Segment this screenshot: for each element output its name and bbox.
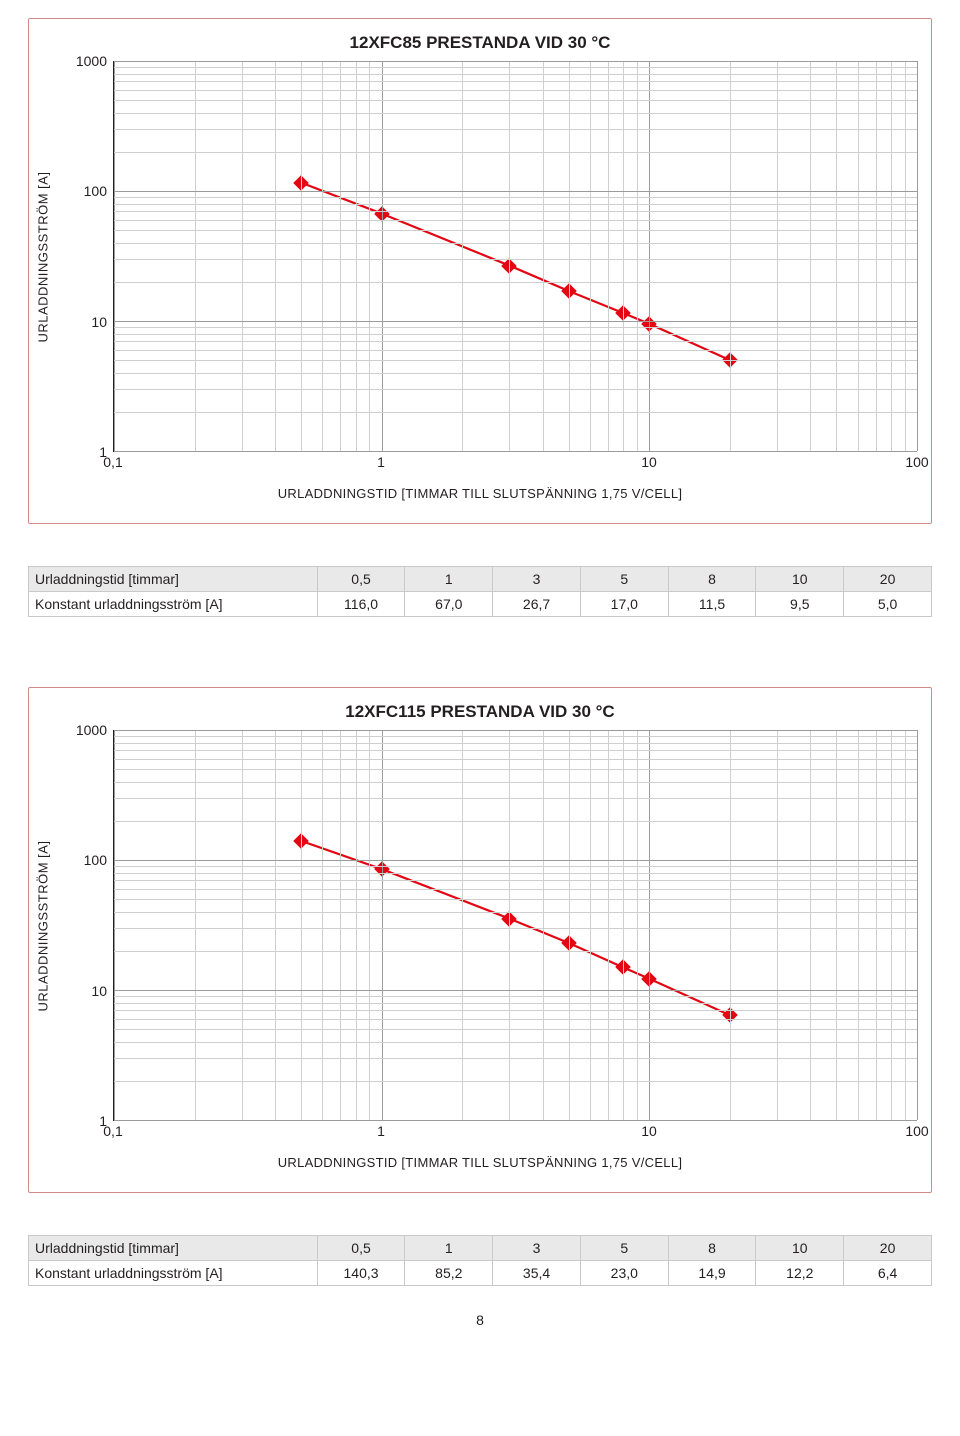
table-cell: 3 <box>493 567 581 592</box>
y-axis-ticks: 1000100101 <box>65 730 113 1121</box>
table-cell: 1 <box>405 567 493 592</box>
table-cell: 8 <box>668 567 756 592</box>
table-cell: 11,5 <box>668 592 756 617</box>
ylabel-col: URLADDNINGSSTRÖM [A] <box>43 730 65 1121</box>
x-axis-label: URLADDNINGSTID [TIMMAR TILL SLUTSPÄNNING… <box>43 1155 917 1170</box>
table-cell: 116,0 <box>317 592 405 617</box>
table-cell: 5,0 <box>844 592 932 617</box>
y-axis-label: URLADDNINGSSTRÖM [A] <box>36 171 51 342</box>
table-cell: 8 <box>668 1236 756 1261</box>
table-cell: 12,2 <box>756 1261 844 1286</box>
table-cell: 6,4 <box>844 1261 932 1286</box>
table-cell: 0,5 <box>317 1236 405 1261</box>
table-row-label: Urladdningstid [timmar] <box>29 1236 318 1261</box>
plot-row: URLADDNINGSSTRÖM [A] 1000100101 <box>43 730 917 1121</box>
chart-plot-area <box>113 61 917 452</box>
table-cell: 3 <box>493 1236 581 1261</box>
x-tick: 100 <box>905 1123 928 1139</box>
ylabel-col: URLADDNINGSSTRÖM [A] <box>43 61 65 452</box>
table-cell: 10 <box>756 567 844 592</box>
data-series <box>114 730 917 1120</box>
x-axis-label: URLADDNINGSTID [TIMMAR TILL SLUTSPÄNNING… <box>43 486 917 501</box>
table-cell: 10 <box>756 1236 844 1261</box>
x-tick: 10 <box>641 1123 657 1139</box>
plot-row: URLADDNINGSSTRÖM [A] 1000100101 <box>43 61 917 452</box>
table-cell: 1 <box>405 1236 493 1261</box>
chart-panel-2: 12XFC115 PRESTANDA VID 30 °C URLADDNINGS… <box>28 687 932 1193</box>
chart-plot-area <box>113 730 917 1121</box>
table-cell: 9,5 <box>756 592 844 617</box>
chart-title: 12XFC85 PRESTANDA VID 30 °C <box>43 33 917 53</box>
x-tick: 10 <box>641 454 657 470</box>
page: 12XFC85 PRESTANDA VID 30 °C URLADDNINGSS… <box>0 0 960 1368</box>
table-cell: 20 <box>844 1236 932 1261</box>
x-tick: 0,1 <box>103 1123 122 1139</box>
table-cell: 140,3 <box>317 1261 405 1286</box>
data-table-1: Urladdningstid [timmar] 0,5 1 3 5 8 10 2… <box>28 566 932 617</box>
table-cell: 23,0 <box>580 1261 668 1286</box>
data-table-2: Urladdningstid [timmar] 0,5 1 3 5 8 10 2… <box>28 1235 932 1286</box>
x-tick: 100 <box>905 454 928 470</box>
table-cell: 5 <box>580 567 668 592</box>
data-series <box>114 61 917 451</box>
table-cell: 5 <box>580 1236 668 1261</box>
table-cell: 35,4 <box>493 1261 581 1286</box>
y-axis-label: URLADDNINGSSTRÖM [A] <box>36 840 51 1011</box>
table-cell: 20 <box>844 567 932 592</box>
x-tick: 1 <box>377 1123 385 1139</box>
table-row-label: Urladdningstid [timmar] <box>29 567 318 592</box>
x-axis-ticks: 0,1110100 <box>43 452 917 474</box>
x-tick: 0,1 <box>103 454 122 470</box>
chart-panel-1: 12XFC85 PRESTANDA VID 30 °C URLADDNINGSS… <box>28 18 932 524</box>
table-cell: 67,0 <box>405 592 493 617</box>
table-cell: 17,0 <box>580 592 668 617</box>
y-axis-ticks: 1000100101 <box>65 61 113 452</box>
table-row-label: Konstant urladdningsström [A] <box>29 1261 318 1286</box>
page-number: 8 <box>28 1312 932 1328</box>
x-tick: 1 <box>377 454 385 470</box>
table-row-label: Konstant urladdningsström [A] <box>29 592 318 617</box>
x-axis-ticks: 0,1110100 <box>43 1121 917 1143</box>
table-cell: 85,2 <box>405 1261 493 1286</box>
table-cell: 26,7 <box>493 592 581 617</box>
table-cell: 14,9 <box>668 1261 756 1286</box>
table-cell: 0,5 <box>317 567 405 592</box>
chart-title: 12XFC115 PRESTANDA VID 30 °C <box>43 702 917 722</box>
